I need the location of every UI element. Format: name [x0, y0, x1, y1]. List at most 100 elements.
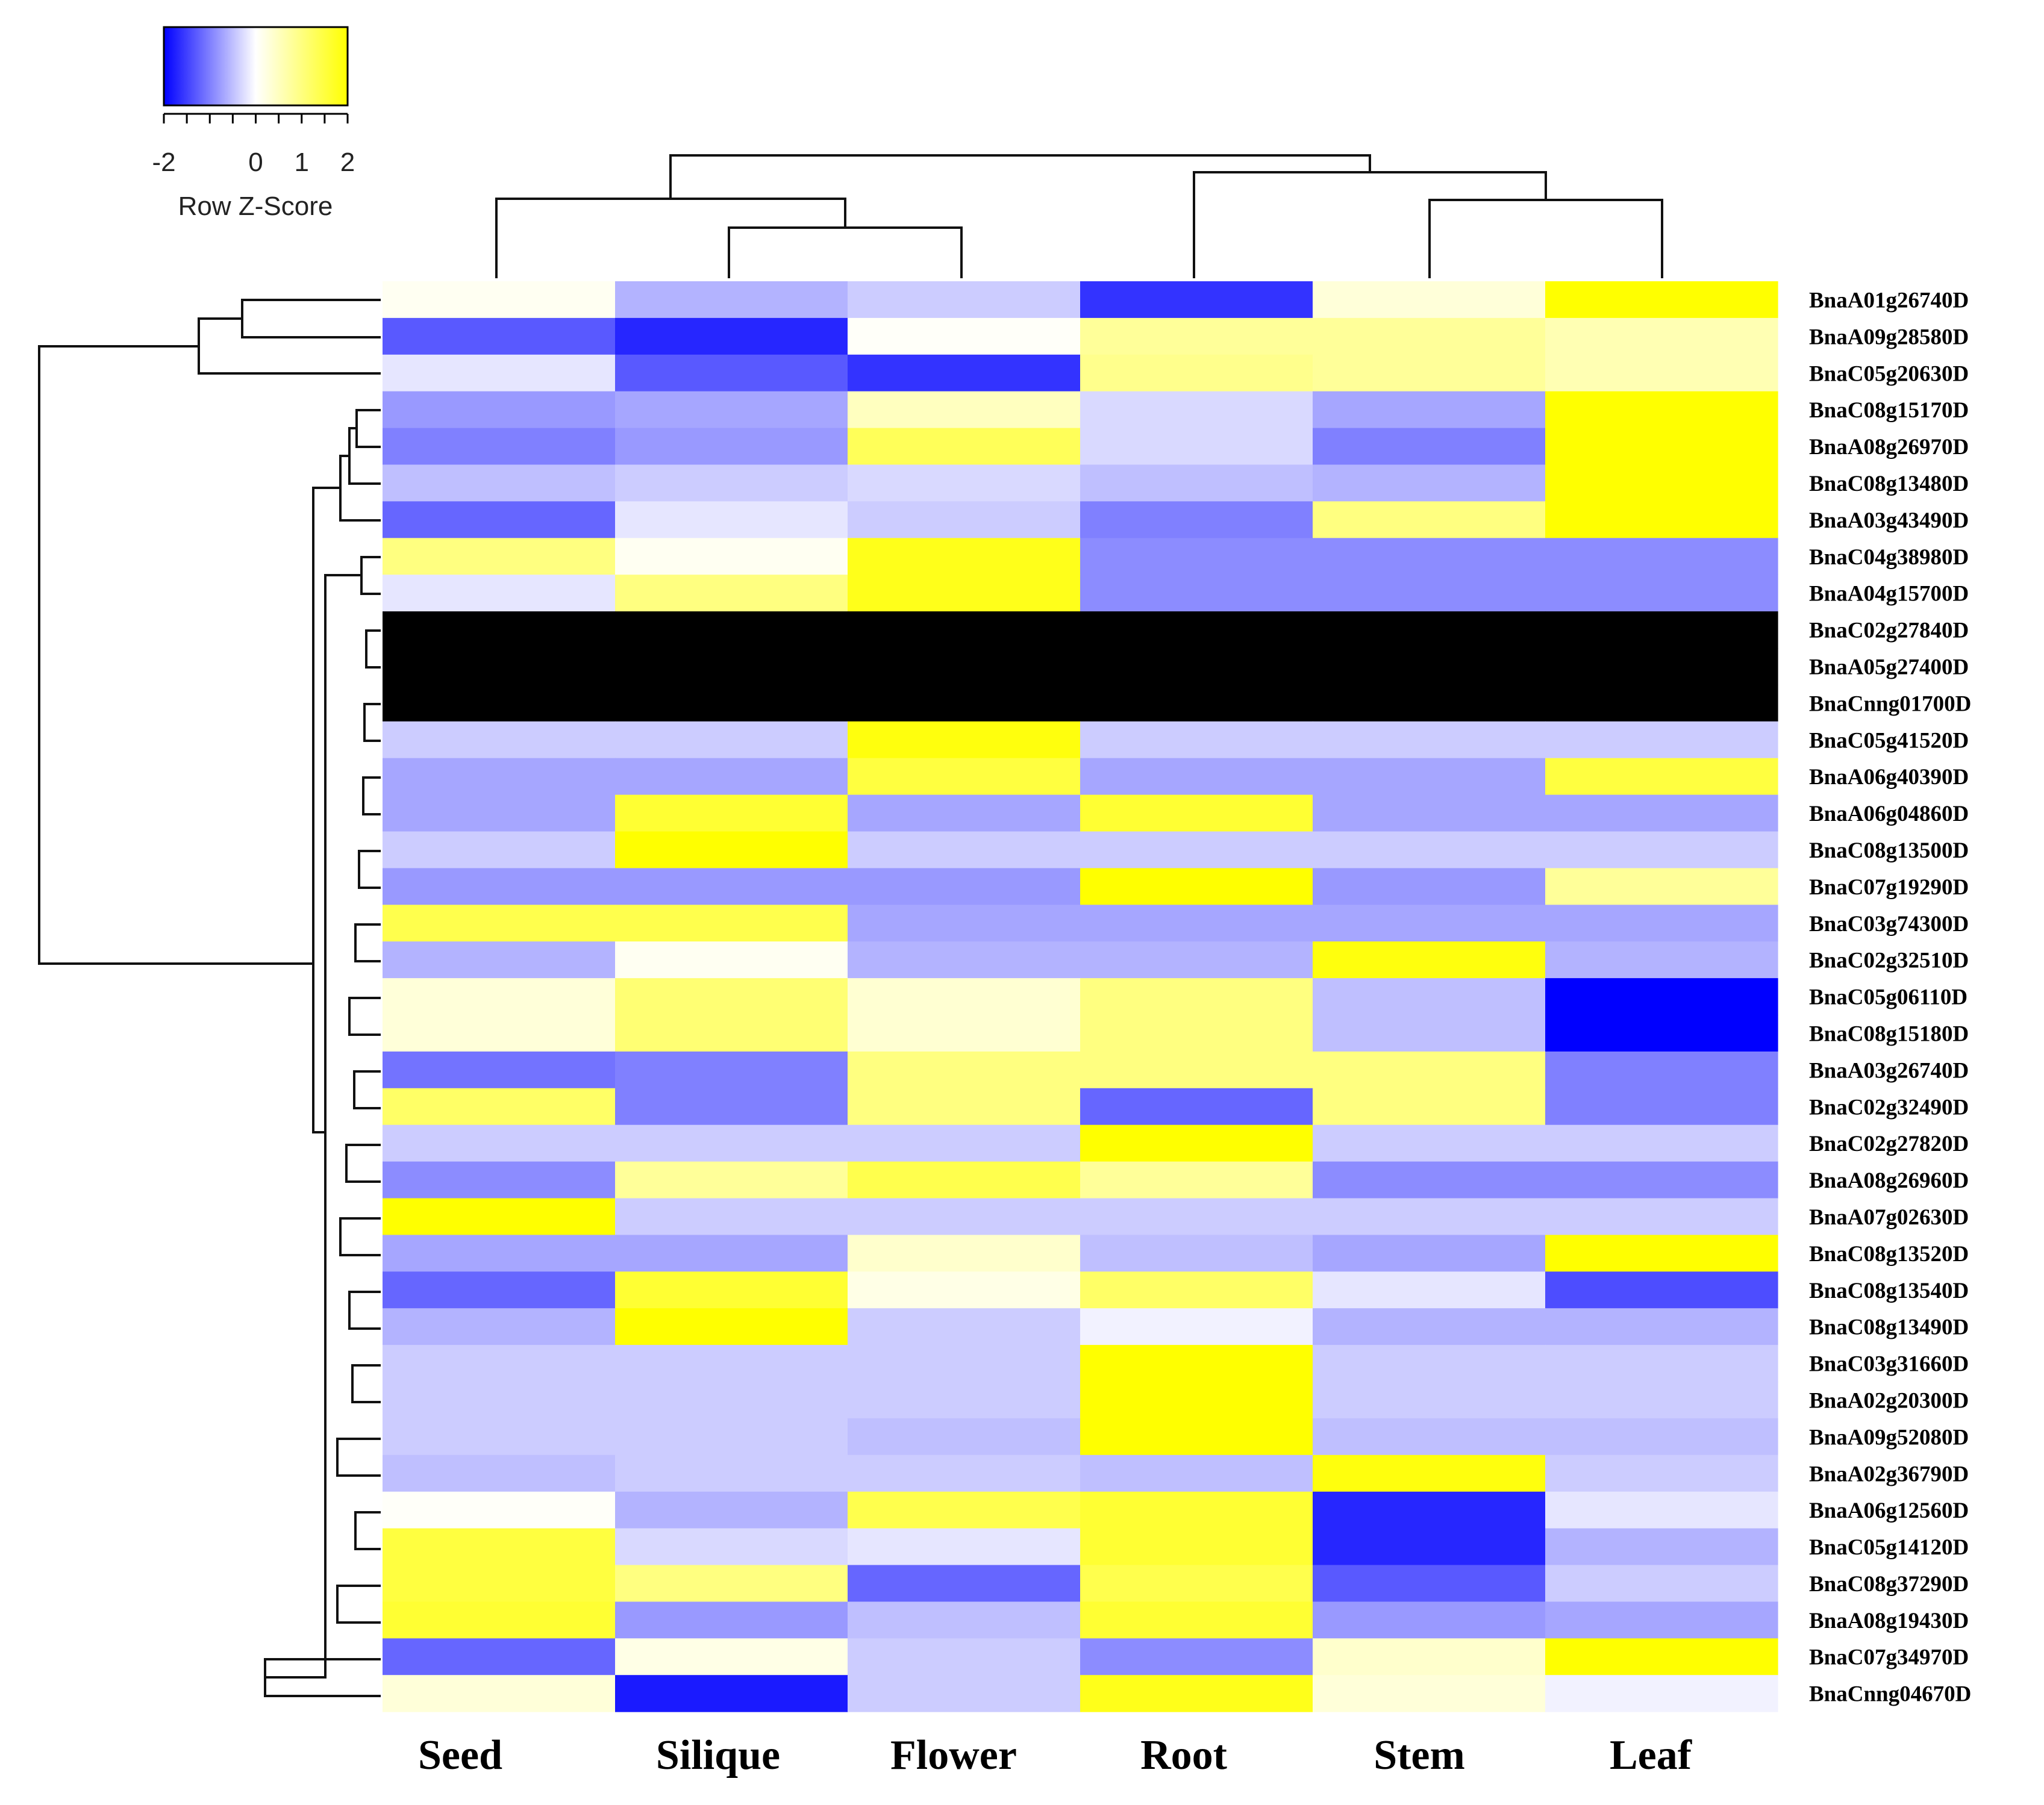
heatmap-grid	[383, 281, 1778, 1712]
heatmap-cell	[1080, 1382, 1313, 1419]
row-dendrogram-branch	[348, 1291, 381, 1330]
row-dendrogram-branch	[351, 1364, 381, 1403]
heatmap-cell	[1080, 1675, 1313, 1712]
heatmap-cell	[1313, 1124, 1546, 1162]
heatmap-cell	[383, 354, 616, 392]
row-label: BnaA02g20300D	[1809, 1388, 1969, 1413]
row-label: BnaA06g12560D	[1809, 1498, 1969, 1523]
heatmap-cell	[848, 868, 1081, 905]
heatmap-cell	[1080, 281, 1313, 319]
heatmap-cell	[615, 1528, 848, 1566]
heatmap-cell	[1080, 354, 1313, 392]
heatmap-cell	[383, 978, 616, 1015]
heatmap-cell	[383, 721, 616, 759]
heatmap-cell	[615, 941, 848, 979]
row-label: BnaA03g26740D	[1809, 1058, 1969, 1083]
heatmap-cell	[615, 831, 848, 868]
heatmap-cell	[848, 684, 1081, 722]
heatmap-cell	[1080, 831, 1313, 868]
row-label: BnaC05g06110D	[1809, 985, 1967, 1010]
heatmap-cell	[383, 1235, 616, 1272]
heatmap-cell	[615, 1675, 848, 1712]
heatmap-cell	[1545, 317, 1778, 355]
heatmap-cell	[1313, 1051, 1546, 1089]
row-dendrogram-branch	[265, 574, 361, 1679]
row-dendrogram-branch	[348, 997, 381, 1036]
heatmap-cell	[1313, 648, 1546, 685]
heatmap-cell	[848, 758, 1081, 796]
heatmap-cell	[848, 1491, 1081, 1529]
row-label: BnaA07g02630D	[1809, 1205, 1969, 1230]
heatmap-cell	[383, 1308, 616, 1345]
heatmap-cell	[1545, 868, 1778, 905]
heatmap-cell	[615, 758, 848, 796]
heatmap-cell	[1313, 1308, 1546, 1345]
heatmap-cell	[1080, 1601, 1313, 1639]
heatmap-cell	[1313, 1015, 1546, 1052]
heatmap-cell	[383, 1675, 616, 1712]
heatmap-cell	[1545, 1418, 1778, 1456]
heatmap-cell	[383, 1088, 616, 1126]
row-label: BnaC02g27840D	[1809, 619, 1969, 643]
heatmap-cell	[1313, 1528, 1546, 1566]
heatmap-cell	[848, 794, 1081, 832]
heatmap-cell	[1545, 1454, 1778, 1492]
heatmap-cell	[848, 611, 1081, 649]
row-dendrogram-branch	[354, 923, 381, 962]
heatmap-cell	[1313, 1565, 1546, 1602]
row-label: BnaC02g27820D	[1809, 1132, 1969, 1156]
row-dendrogram-branch	[336, 1585, 381, 1624]
heatmap-cell	[1080, 538, 1313, 575]
heatmap-cell	[1080, 1161, 1313, 1199]
color-key-tick-label: 0	[248, 148, 263, 177]
heatmap-cell	[1545, 648, 1778, 685]
row-label: BnaC05g14120D	[1809, 1535, 1969, 1560]
heatmap-cell	[1080, 391, 1313, 429]
heatmap-cell	[1313, 978, 1546, 1015]
heatmap-cell	[383, 1051, 616, 1089]
heatmap-cell	[1313, 1271, 1546, 1309]
heatmap-cell	[1313, 538, 1546, 575]
row-label: BnaC07g19290D	[1809, 875, 1969, 900]
heatmap-cell	[615, 1565, 848, 1602]
row-dendrogram-branch	[363, 703, 381, 742]
heatmap-cell	[1545, 1308, 1778, 1345]
heatmap-cell	[383, 1124, 616, 1162]
heatmap-cell	[1080, 1088, 1313, 1126]
row-dendrogram-branch	[362, 776, 381, 815]
heatmap-cell	[1313, 575, 1546, 612]
row-dendrogram-branch	[38, 345, 313, 965]
heatmap-cell	[1313, 684, 1546, 722]
heatmap-cell	[1313, 1418, 1546, 1456]
heatmap-cell	[615, 611, 848, 649]
row-dendrogram-branch	[198, 317, 381, 375]
heatmap-cell	[1313, 941, 1546, 979]
color-key-tick-label: 1	[295, 148, 309, 177]
heatmap-cell	[848, 905, 1081, 942]
heatmap-cell	[1080, 1051, 1313, 1089]
heatmap-cell	[848, 1124, 1081, 1162]
heatmap-cell	[615, 575, 848, 612]
row-dendrogram-branch	[345, 1144, 381, 1183]
heatmap-cell	[615, 1308, 848, 1345]
row-label: BnaA06g04860D	[1809, 802, 1969, 826]
heatmap-cell	[383, 1601, 616, 1639]
heatmap-cell	[615, 1491, 848, 1529]
heatmap-cell	[615, 354, 848, 392]
heatmap-cell	[1545, 575, 1778, 612]
heatmap-cell	[383, 648, 616, 685]
heatmap-cell	[1545, 391, 1778, 429]
heatmap-cell	[1080, 1198, 1313, 1235]
heatmap-cell	[1080, 758, 1313, 796]
heatmap-cell	[615, 1088, 848, 1126]
heatmap-cell	[848, 1308, 1081, 1345]
heatmap-cell	[1080, 1638, 1313, 1676]
heatmap-cell	[848, 1601, 1081, 1639]
heatmap-cell	[615, 1161, 848, 1199]
column-dendrogram-branch	[495, 198, 846, 278]
heatmap-cell	[1080, 1454, 1313, 1492]
heatmap-cell	[1313, 1454, 1546, 1492]
heatmap-cell	[1080, 1528, 1313, 1566]
heatmap-cell	[615, 464, 848, 502]
heatmap-cell	[1313, 1491, 1546, 1529]
